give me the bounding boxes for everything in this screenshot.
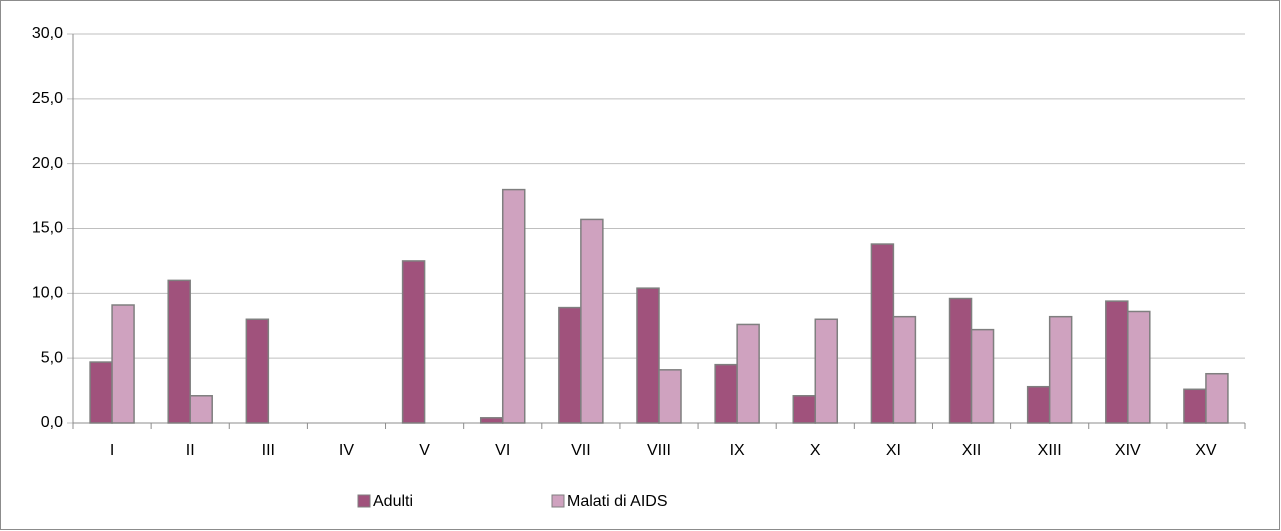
bar [189, 395, 213, 424]
bar [1205, 372, 1229, 424]
x-tick-label: III [262, 442, 275, 459]
x-tick-label: XIV [1115, 442, 1141, 459]
bar [736, 323, 760, 424]
legend-label: Malati di AIDS [567, 493, 667, 510]
bar [892, 315, 917, 424]
x-tick-label: I [110, 442, 114, 459]
x-tick-label: XIII [1038, 442, 1062, 459]
bar [1048, 315, 1073, 424]
x-tick-label: XV [1195, 442, 1217, 459]
bar [479, 417, 504, 424]
bar [814, 318, 839, 424]
bar [970, 328, 995, 424]
bar [792, 395, 817, 424]
bar [245, 318, 270, 424]
legend-label: Adulti [373, 493, 413, 510]
y-tick-label: 25,0 [32, 90, 63, 107]
bar [1026, 385, 1051, 424]
bar [870, 243, 895, 424]
bar [948, 297, 973, 424]
y-tick-label: 30,0 [32, 25, 63, 42]
bar [1127, 310, 1151, 424]
bar [1105, 300, 1129, 424]
x-tick-label: XI [886, 442, 901, 459]
legend-swatch [551, 494, 565, 508]
x-tick-label: II [186, 442, 195, 459]
x-tick-label: XII [962, 442, 982, 459]
bar [111, 304, 135, 424]
y-tick-label: 15,0 [32, 220, 63, 237]
y-tick-label: 5,0 [41, 349, 63, 366]
bar [714, 363, 738, 424]
bar [89, 361, 113, 424]
y-tick-label: 0,0 [41, 414, 63, 431]
x-tick-label: VII [571, 442, 591, 459]
x-tick-label: VI [495, 442, 510, 459]
bar [658, 369, 682, 424]
x-tick-label: VIII [647, 442, 671, 459]
y-tick-label: 10,0 [32, 285, 63, 302]
bar [580, 218, 604, 424]
bar [1183, 388, 1207, 424]
bar [501, 188, 526, 424]
legend-swatch [357, 494, 371, 508]
x-tick-label: X [810, 442, 821, 459]
x-tick-label: V [419, 442, 430, 459]
y-tick-label: 20,0 [32, 155, 63, 172]
bar [167, 279, 191, 424]
bar [558, 306, 582, 424]
bar [401, 260, 426, 424]
bar [636, 287, 660, 424]
x-tick-label: IV [339, 442, 354, 459]
x-tick-label: IX [730, 442, 745, 459]
